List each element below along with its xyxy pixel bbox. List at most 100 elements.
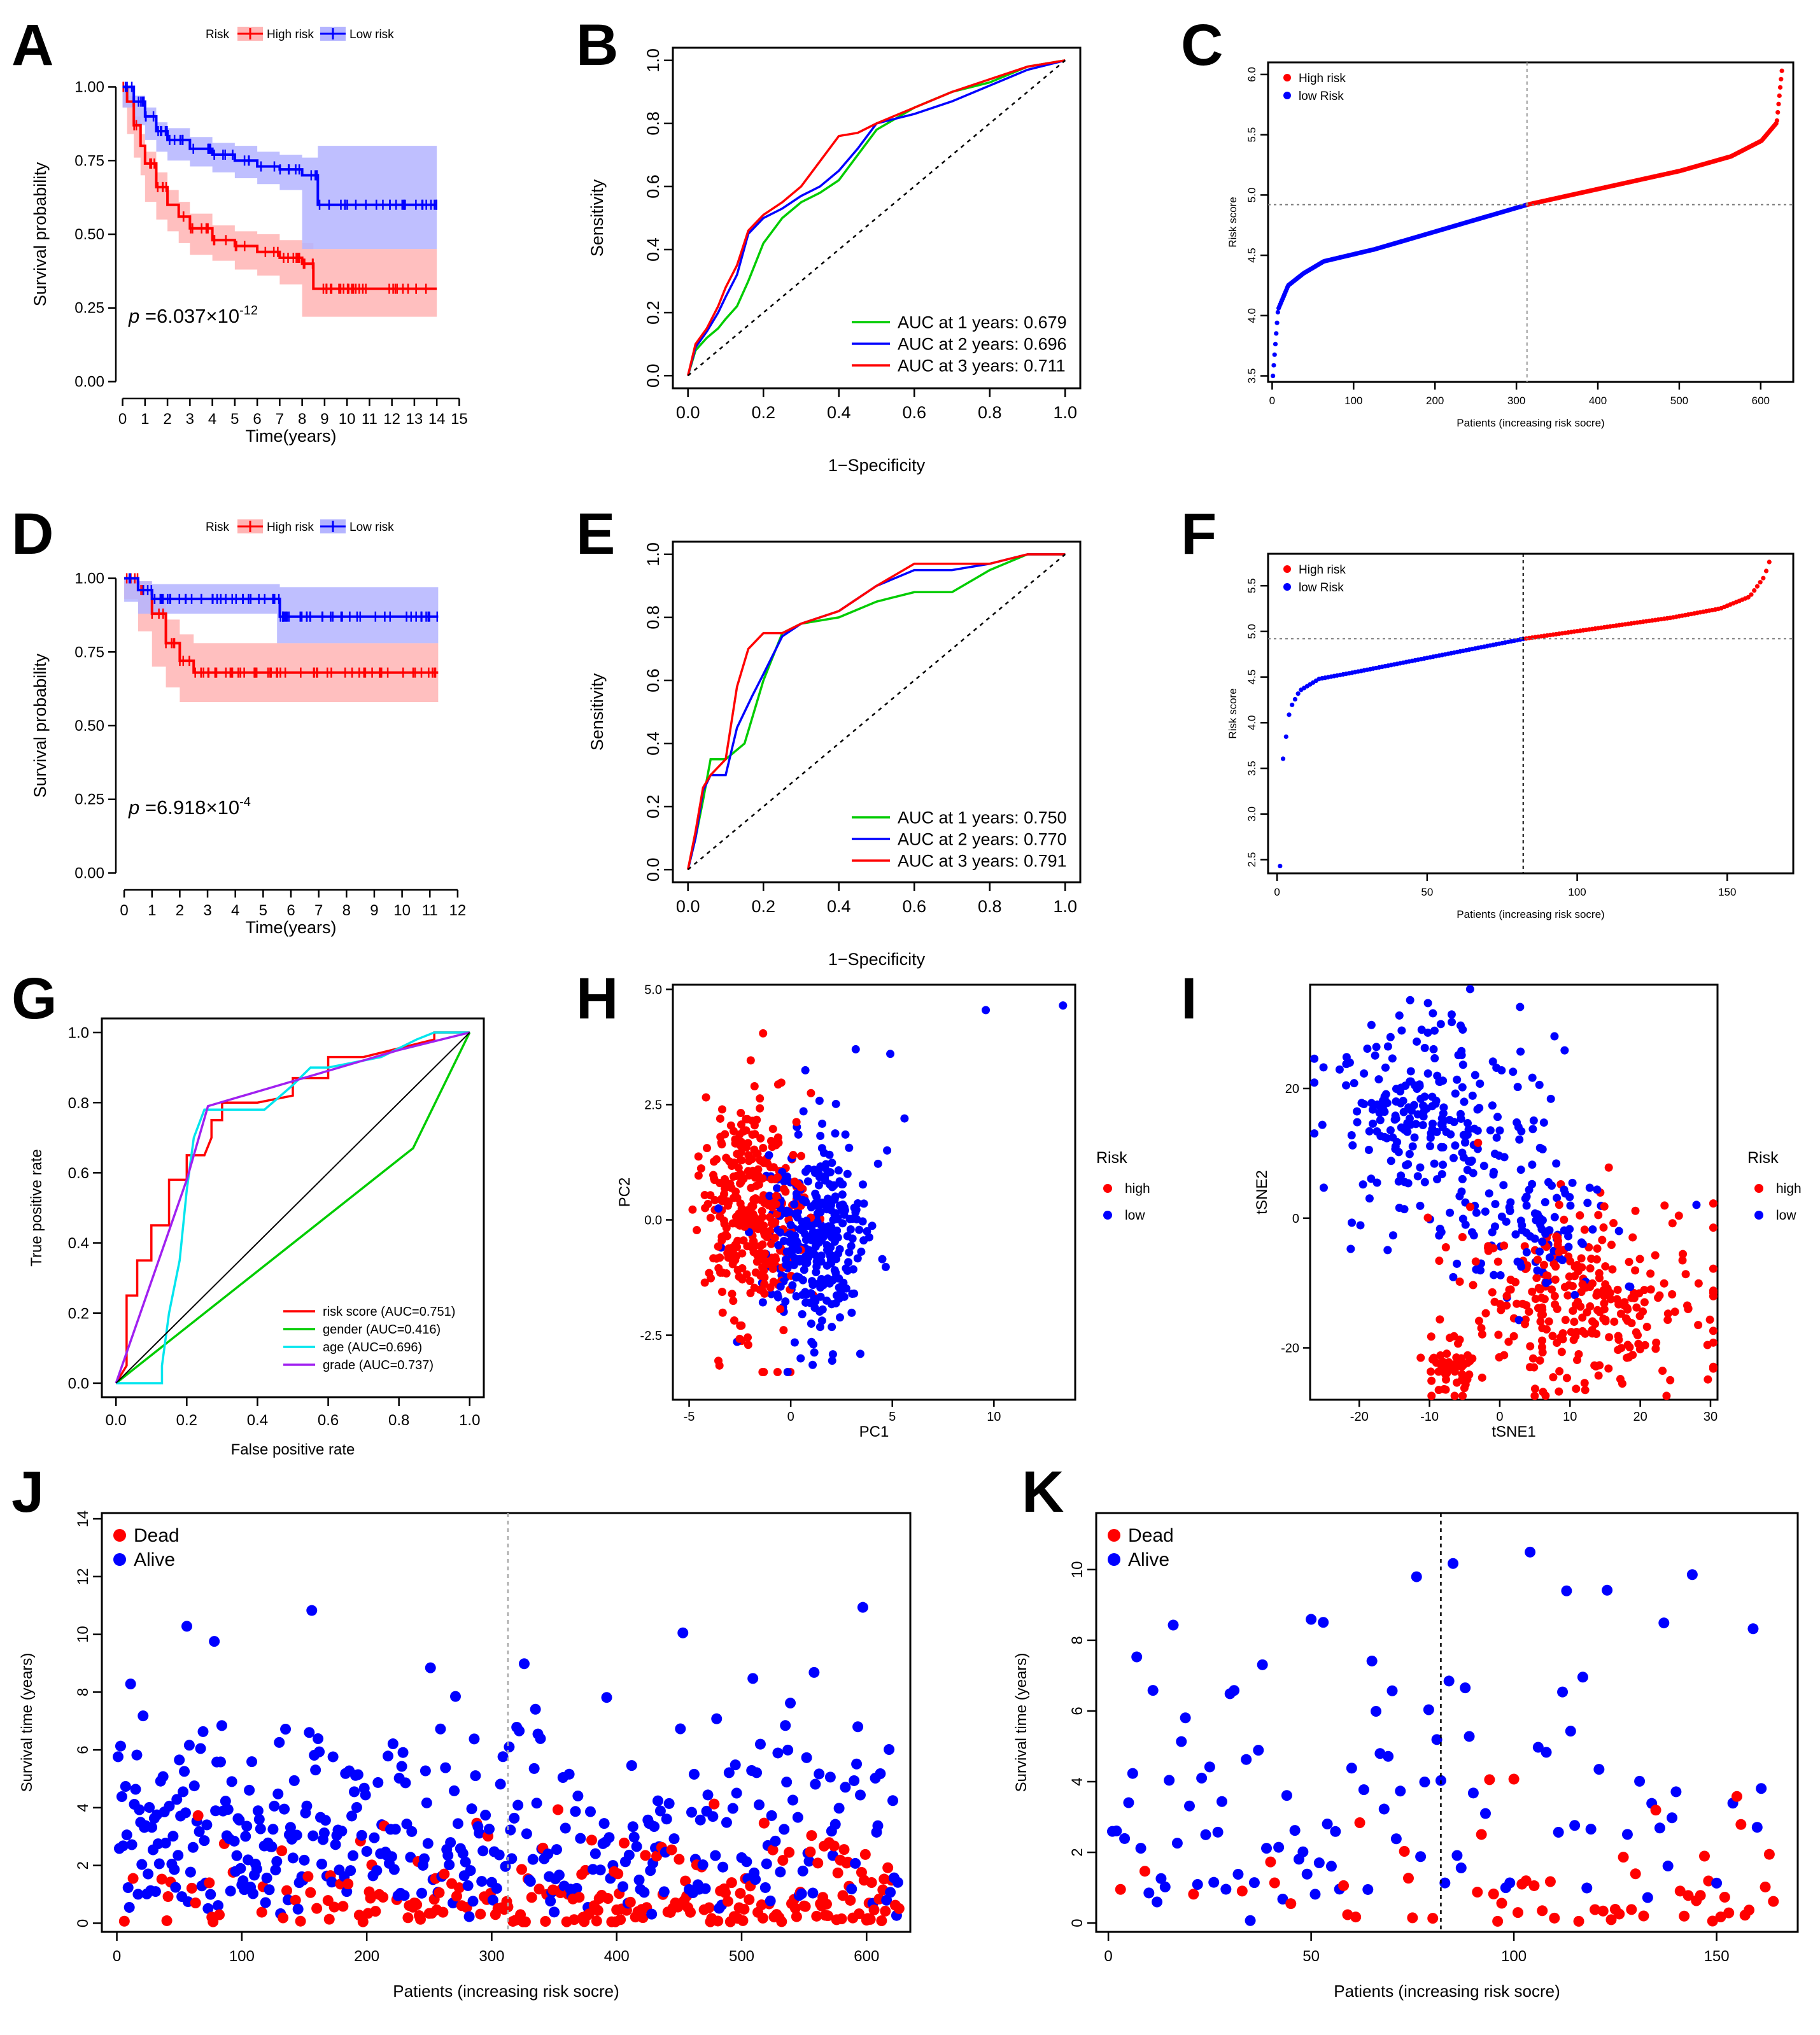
high-risk-point [715, 1361, 724, 1370]
low-risk-point [1500, 1153, 1509, 1162]
alive-point [1670, 1786, 1682, 1798]
high-risk-point [750, 1121, 759, 1130]
x-tick-label: 0 [1496, 1410, 1503, 1424]
alive-point [164, 1800, 175, 1812]
alive-point [251, 1863, 262, 1875]
low-risk-point [1528, 1179, 1537, 1188]
high-risk-point [737, 1120, 746, 1129]
alive-point [480, 1810, 491, 1821]
high-risk-point [1458, 1391, 1467, 1400]
low-risk-point [1427, 1129, 1436, 1137]
alive-point [1419, 1776, 1430, 1787]
alive-point [505, 1824, 516, 1836]
alive-point [1192, 1879, 1203, 1891]
high-risk-point [1694, 1279, 1703, 1288]
x-axis-label: PC1 [859, 1423, 889, 1440]
low-risk-point [1439, 1103, 1448, 1112]
y-tick-label: 1.00 [74, 79, 104, 96]
alive-point [521, 1828, 532, 1840]
legend-label: low Risk [1299, 90, 1344, 103]
alive-point [857, 1602, 868, 1613]
y-tick-label: 0.2 [644, 794, 663, 819]
alive-point [598, 1818, 610, 1829]
x-tick-label: 100 [1344, 395, 1362, 407]
alive-point [183, 1740, 195, 1751]
alive-point [731, 1787, 742, 1799]
low-risk-point [831, 1273, 840, 1282]
legend-label: AUC at 1 years: 0.750 [898, 808, 1067, 827]
dead-point [1265, 1856, 1276, 1868]
low-risk-point [1380, 1094, 1389, 1102]
legend-label: gender (AUC=0.416) [323, 1323, 441, 1337]
high-risk-point [1594, 1371, 1603, 1380]
low-risk-point [1528, 1125, 1537, 1134]
legend-label: High risk [267, 28, 314, 41]
alive-point [1143, 1887, 1155, 1899]
alive-point [710, 1850, 721, 1861]
dead-point [337, 1901, 349, 1912]
y-tick-label: 3.0 [1246, 806, 1258, 822]
x-tick-label: 300 [1507, 395, 1525, 407]
low-risk-point [1447, 1010, 1456, 1019]
alive-point [487, 1894, 498, 1906]
low-risk-point [1577, 1238, 1586, 1247]
dead-point [1682, 1890, 1694, 1901]
dead-point [1763, 1848, 1775, 1860]
legend-label: Alive [134, 1549, 175, 1570]
alive-point [226, 1776, 237, 1787]
alive-point [1123, 1797, 1134, 1808]
x-tick-label: 100 [229, 1948, 255, 1965]
low-risk-point [1453, 1075, 1462, 1084]
low-risk-point [1397, 1026, 1406, 1035]
legend-dot [1103, 1211, 1112, 1220]
low-risk-point [786, 1221, 795, 1230]
alive-point [351, 1801, 362, 1813]
dead-point [1597, 1905, 1609, 1917]
low-risk-point [1465, 985, 1474, 994]
dead-point [1115, 1884, 1126, 1895]
high-risk-point [1581, 1386, 1590, 1395]
dead-point [584, 1908, 595, 1920]
x-tick-label: 0.0 [676, 403, 700, 422]
alive-point [225, 1885, 236, 1897]
alive-point [150, 1886, 161, 1898]
low-risk-point [810, 1165, 819, 1174]
high-risk-point [1477, 1323, 1486, 1332]
high-risk-point [1548, 1285, 1556, 1294]
high-risk-point [1651, 1344, 1660, 1353]
low-risk-point [1515, 1135, 1524, 1144]
alive-point [506, 1853, 518, 1864]
low-risk-point [1423, 999, 1432, 1008]
high-risk-point [1530, 1363, 1539, 1372]
high-risk-point [1754, 584, 1760, 589]
alive-point [1581, 1882, 1593, 1894]
low-risk-point [1458, 1174, 1467, 1183]
low-risk-point [1453, 1259, 1462, 1268]
low-risk-point [1364, 1145, 1373, 1154]
dead-point [651, 1850, 663, 1862]
alive-point [306, 1605, 318, 1616]
low-risk-point [1535, 1080, 1544, 1089]
high-risk-point [700, 1278, 709, 1287]
y-tick-label: 4 [1069, 1777, 1086, 1785]
low-risk-point [1499, 1181, 1508, 1190]
high-risk-point [1555, 1248, 1563, 1257]
low-risk-point [809, 1340, 818, 1349]
dead-point [328, 1901, 340, 1913]
high-risk-point [749, 1237, 758, 1246]
alive-point [372, 1777, 384, 1788]
dead-point [162, 1891, 174, 1903]
x-axis-label: Patients (increasing risk socre) [1334, 1982, 1560, 2001]
alive-point [884, 1743, 895, 1755]
y-tick-label: 4.0 [1246, 308, 1258, 323]
low-risk-point [1386, 1032, 1395, 1041]
low-risk-point [845, 1215, 854, 1223]
high-risk-point [1506, 1285, 1515, 1294]
alive-point [371, 1865, 383, 1877]
low-risk-point [1449, 1272, 1458, 1281]
alive-point [388, 1864, 400, 1875]
legend: AUC at 1 years: 0.679 AUC at 2 years: 0.6… [852, 313, 1067, 376]
low-risk-point [808, 1360, 817, 1369]
alive-point [397, 1747, 409, 1758]
x-tick-label: 2 [176, 902, 184, 919]
